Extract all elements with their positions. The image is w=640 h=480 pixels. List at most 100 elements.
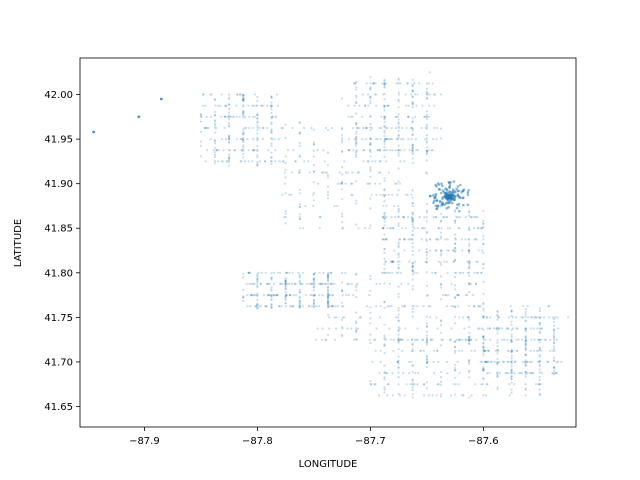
scatter-point — [446, 249, 449, 252]
scatter-point — [510, 333, 513, 336]
scatter-point — [442, 294, 445, 297]
scatter-point — [397, 167, 400, 170]
scatter-point — [538, 322, 541, 325]
scatter-point — [355, 144, 358, 147]
scatter-point — [347, 149, 350, 152]
scatter-point — [527, 316, 530, 319]
scatter-point — [369, 182, 372, 185]
scatter-point — [378, 316, 382, 319]
scatter-point — [427, 305, 430, 308]
scatter-point — [406, 82, 409, 85]
scatter-point — [473, 271, 476, 274]
scatter-point — [398, 238, 402, 241]
scatter-point — [384, 338, 388, 341]
scatter-point — [537, 349, 540, 352]
scatter-point — [383, 125, 386, 128]
scatter-point — [496, 363, 499, 366]
scatter-point — [312, 294, 315, 297]
scatter-point — [409, 238, 412, 241]
scatter-point — [411, 315, 414, 318]
scatter-point — [405, 383, 408, 386]
scatter-point — [489, 316, 492, 319]
scatter-point — [449, 338, 452, 341]
scatter-point — [529, 372, 533, 375]
scatter-point — [215, 126, 218, 130]
scatter-point — [410, 138, 413, 141]
scatter-point — [425, 325, 428, 328]
scatter-point — [539, 327, 542, 330]
scatter-point — [290, 193, 293, 196]
scatter-point — [482, 341, 485, 344]
scatter-point — [352, 82, 355, 85]
scatter-point — [341, 316, 345, 319]
scatter-point — [369, 137, 372, 140]
scatter-point — [355, 329, 358, 332]
scatter-point — [414, 372, 417, 375]
scatter-point — [454, 221, 457, 224]
scatter-point — [433, 126, 436, 130]
scatter-point — [369, 141, 372, 144]
scatter-point — [467, 338, 470, 341]
scatter-point — [468, 244, 471, 248]
scatter-point — [367, 182, 370, 185]
scatter-point — [468, 226, 471, 229]
scatter-point — [482, 302, 485, 305]
scatter-point — [369, 278, 372, 281]
scatter-point — [411, 145, 414, 149]
scatter-point — [482, 346, 485, 349]
scatter-point — [288, 294, 291, 297]
scatter-point — [425, 338, 428, 342]
scatter-point — [371, 160, 374, 163]
scatter-point — [450, 305, 453, 308]
scatter-point — [468, 260, 471, 263]
scatter-point — [424, 260, 427, 263]
scatter-point — [362, 126, 365, 130]
scatter-point — [541, 327, 544, 330]
scatter-point — [369, 224, 372, 227]
scatter-point — [425, 127, 428, 130]
scatter-point — [433, 104, 436, 107]
scatter-point — [239, 160, 242, 163]
scatter-point — [298, 305, 301, 308]
scatter-point — [369, 143, 372, 146]
scatter-point — [416, 338, 419, 341]
scatter-point — [498, 327, 501, 330]
scatter-point — [469, 260, 472, 263]
scatter-point — [270, 115, 274, 118]
scatter-point — [425, 261, 428, 264]
scatter-point — [312, 286, 315, 289]
scatter-point — [228, 103, 231, 106]
scatter-point — [326, 305, 330, 308]
scatter-point — [298, 218, 301, 221]
scatter-point — [467, 249, 471, 252]
scatter-point — [458, 372, 461, 375]
scatter-point — [441, 184, 444, 188]
scatter-point — [326, 297, 330, 300]
scatter-point — [425, 117, 428, 120]
scatter-point — [477, 305, 480, 308]
scatter-point — [425, 260, 428, 263]
scatter-point — [484, 360, 487, 363]
scatter-point — [284, 212, 287, 215]
scatter-point — [413, 271, 416, 274]
scatter-point — [524, 353, 527, 356]
scatter-point — [256, 303, 259, 306]
scatter-point — [404, 327, 407, 330]
scatter-point — [310, 126, 313, 130]
scatter-point — [427, 82, 430, 85]
scatter-point — [434, 271, 437, 274]
scatter-point — [284, 294, 287, 297]
scatter-point — [242, 112, 245, 115]
scatter-point — [398, 238, 401, 241]
scatter-point — [298, 276, 301, 279]
scatter-point — [256, 277, 259, 280]
scatter-point — [468, 336, 471, 339]
scatter-point — [388, 271, 391, 274]
scatter-point — [228, 125, 231, 128]
scatter-point — [369, 274, 372, 277]
scatter-point — [298, 213, 301, 216]
scatter-point — [526, 360, 529, 363]
scatter-point — [387, 104, 390, 107]
scatter-point — [414, 115, 417, 118]
scatter-point — [298, 305, 301, 308]
